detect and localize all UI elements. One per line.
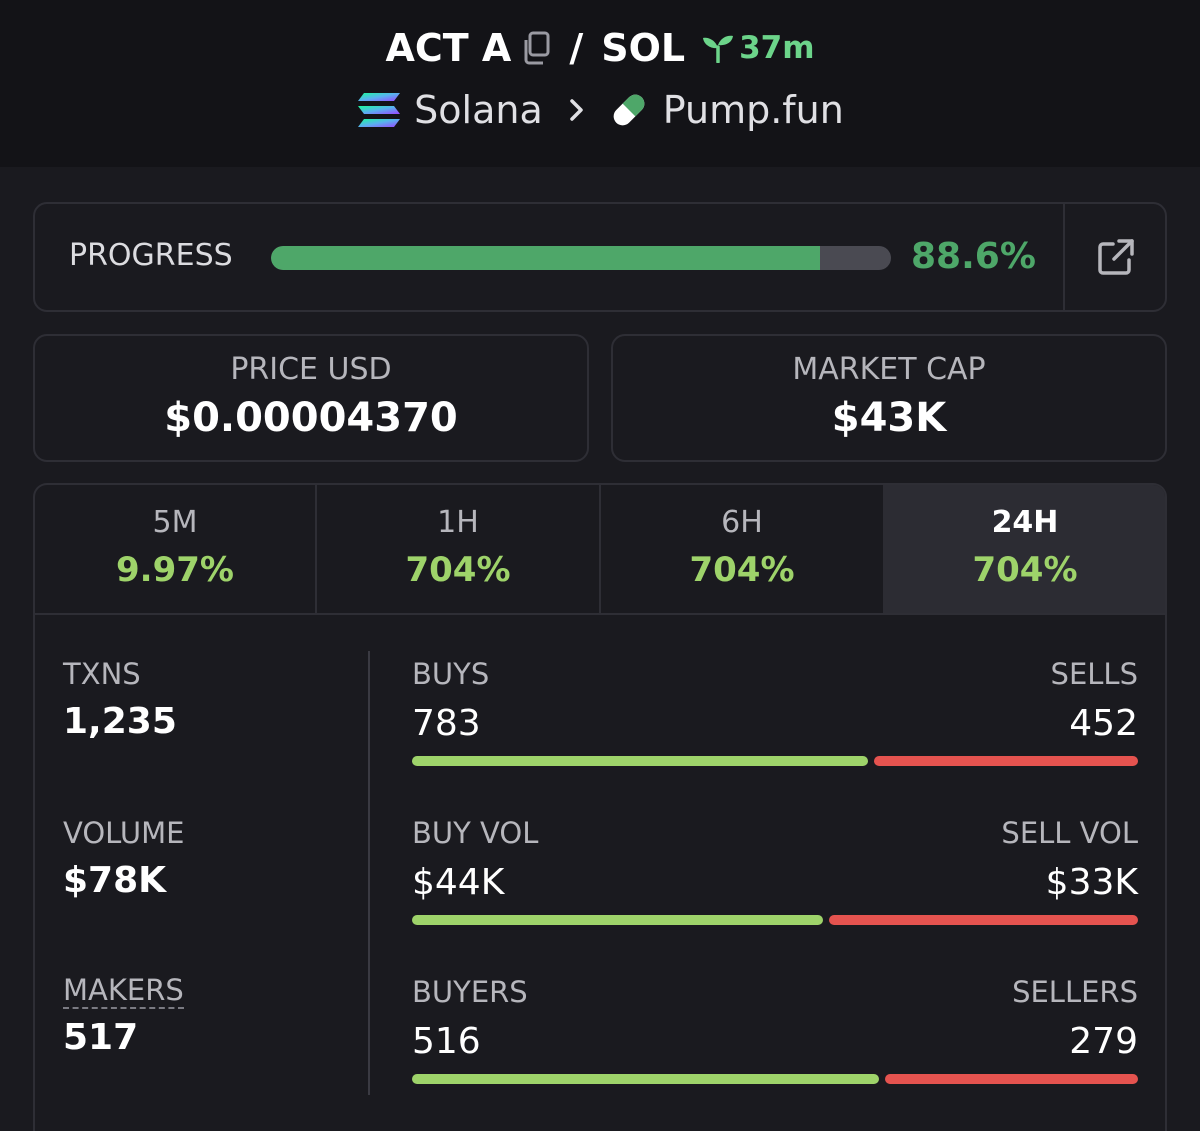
tab-6h[interactable]: 6H 704% xyxy=(601,485,883,615)
sprout-icon xyxy=(703,35,734,63)
tab-change: 9.97% xyxy=(116,550,234,590)
makers-label[interactable]: MAKERS xyxy=(63,973,184,1009)
pair-header: ACT A / SOL 37m xyxy=(0,0,1200,167)
quote-symbol: SOL xyxy=(601,26,686,70)
price-usd-card: PRICE USD $0.00004370 xyxy=(33,334,589,462)
progress-value: 88.6% xyxy=(911,236,1036,277)
sellers-value: 279 xyxy=(1069,1021,1138,1062)
buyers-sellers-bar xyxy=(412,1074,1138,1084)
tab-label: 6H xyxy=(721,505,763,540)
buys-label: BUYS xyxy=(412,657,490,691)
volume-value: $78K xyxy=(63,860,167,901)
buy-bar xyxy=(412,1074,879,1084)
market-cap-value: $43K xyxy=(831,395,947,441)
pair-age: 37m xyxy=(701,30,815,66)
solana-icon xyxy=(356,91,402,129)
buys-value: 783 xyxy=(412,703,481,744)
market-cap-card: MARKET CAP $43K xyxy=(611,334,1167,462)
age-text: 37m xyxy=(739,30,815,66)
volume-label: VOLUME xyxy=(63,816,185,850)
sell-vol-label: SELL VOL xyxy=(1001,816,1138,850)
buy-vol-value: $44K xyxy=(412,862,505,903)
buyers-value: 516 xyxy=(412,1021,481,1062)
sells-value: 452 xyxy=(1069,703,1138,744)
buyers-label: BUYERS xyxy=(412,975,528,1009)
buys-sells-bar xyxy=(412,756,1138,766)
sells-label: SELLS xyxy=(1050,657,1138,691)
tab-change: 704% xyxy=(405,550,511,590)
tab-label: 5M xyxy=(152,505,198,540)
divider xyxy=(1063,204,1065,310)
tab-5m[interactable]: 5M 9.97% xyxy=(35,485,315,615)
tab-label: 24H xyxy=(991,505,1059,540)
pair-title: ACT A / SOL 37m xyxy=(0,26,1200,70)
sell-bar xyxy=(885,1074,1138,1084)
sell-bar xyxy=(874,756,1138,766)
bonding-progress-card: PROGRESS 88.6% xyxy=(33,202,1167,312)
dex-link[interactable]: Pump.fun xyxy=(662,88,844,132)
divider xyxy=(315,485,317,615)
buy-vol-label: BUY VOL xyxy=(412,816,539,850)
divider xyxy=(599,485,601,615)
progress-bar xyxy=(271,246,891,270)
buys-sells-ratio: BUYS SELLS 783 452 xyxy=(412,657,1138,766)
external-link-icon xyxy=(1098,239,1134,275)
sell-vol-value: $33K xyxy=(1045,862,1138,903)
price-usd-label: PRICE USD xyxy=(230,352,392,387)
open-external-button[interactable] xyxy=(1067,204,1165,310)
timeframe-panel: 5M 9.97% 1H 704% 6H 704% 24H 704% TXNS 1… xyxy=(33,483,1167,1131)
breadcrumb: Solana Pump.fun xyxy=(0,88,1200,132)
price-usd-value: $0.00004370 xyxy=(164,395,458,441)
buy-bar xyxy=(412,756,868,766)
sell-bar xyxy=(829,915,1138,925)
divider xyxy=(368,651,370,1095)
tab-24h[interactable]: 24H 704% xyxy=(883,485,1165,615)
chain-link[interactable]: Solana xyxy=(414,88,543,132)
token-symbol: ACT A xyxy=(385,26,512,70)
volume-metric: VOLUME $78K xyxy=(63,816,184,901)
progress-label: PROGRESS xyxy=(69,238,233,273)
buy-sell-volume-ratio: BUY VOL SELL VOL $44K $33K xyxy=(412,816,1138,925)
buy-sell-volume-bar xyxy=(412,915,1138,925)
buyers-sellers-ratio: BUYERS SELLERS 516 279 xyxy=(412,975,1138,1084)
buy-bar xyxy=(412,915,823,925)
sellers-label: SELLERS xyxy=(1012,975,1138,1009)
tab-label: 1H xyxy=(437,505,479,540)
txns-value: 1,235 xyxy=(63,701,177,742)
market-cap-label: MARKET CAP xyxy=(792,352,986,387)
tab-change: 704% xyxy=(972,550,1078,590)
tab-1h[interactable]: 1H 704% xyxy=(317,485,599,615)
txns-label: TXNS xyxy=(63,657,141,691)
tab-change: 704% xyxy=(689,550,795,590)
makers-value: 517 xyxy=(63,1017,139,1058)
pair-separator: / xyxy=(569,26,584,70)
pill-icon xyxy=(607,88,651,132)
chevron-right-icon xyxy=(569,98,585,122)
makers-metric: MAKERS 517 xyxy=(63,973,184,1058)
progress-bar-fill xyxy=(271,246,821,270)
txns-metric: TXNS 1,235 xyxy=(63,657,177,742)
copy-icon[interactable] xyxy=(521,31,551,65)
